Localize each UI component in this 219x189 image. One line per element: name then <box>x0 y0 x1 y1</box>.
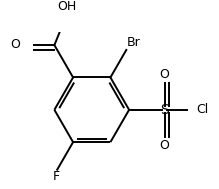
Text: OH: OH <box>58 0 77 13</box>
Text: F: F <box>53 170 60 183</box>
Text: Br: Br <box>127 36 141 49</box>
Text: Cl: Cl <box>196 103 208 116</box>
Text: S: S <box>160 103 169 117</box>
Text: O: O <box>160 139 170 152</box>
Text: O: O <box>160 68 170 81</box>
Text: O: O <box>10 38 20 51</box>
